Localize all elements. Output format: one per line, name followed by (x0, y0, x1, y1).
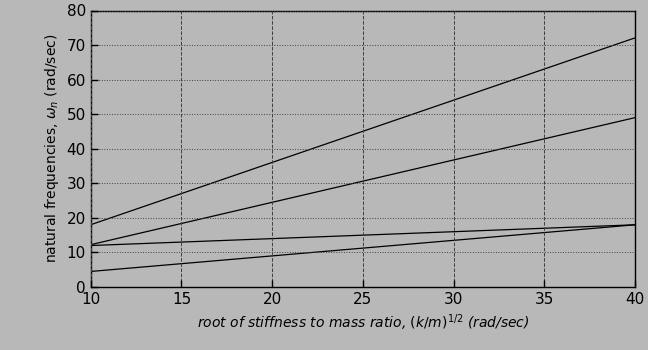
Y-axis label: natural frequencies, $\omega_n$ (rad/sec): natural frequencies, $\omega_n$ (rad/sec… (43, 34, 61, 264)
X-axis label: root of stiffness to mass ratio, $(k/m)^{1/2}$ (rad/sec): root of stiffness to mass ratio, $(k/m)^… (196, 313, 529, 333)
